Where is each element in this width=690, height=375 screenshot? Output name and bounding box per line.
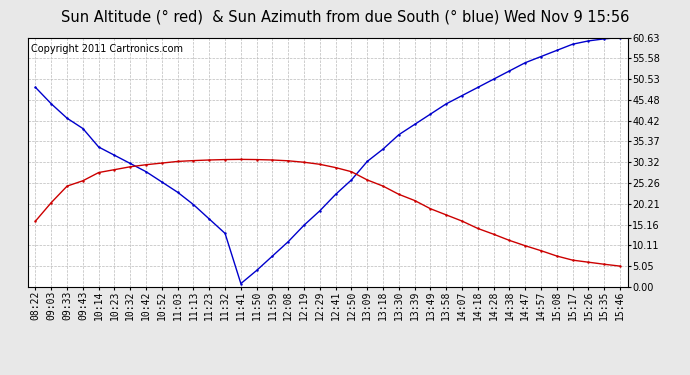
Text: Copyright 2011 Cartronics.com: Copyright 2011 Cartronics.com — [30, 44, 183, 54]
Text: Sun Altitude (° red)  & Sun Azimuth from due South (° blue) Wed Nov 9 15:56: Sun Altitude (° red) & Sun Azimuth from … — [61, 9, 629, 24]
